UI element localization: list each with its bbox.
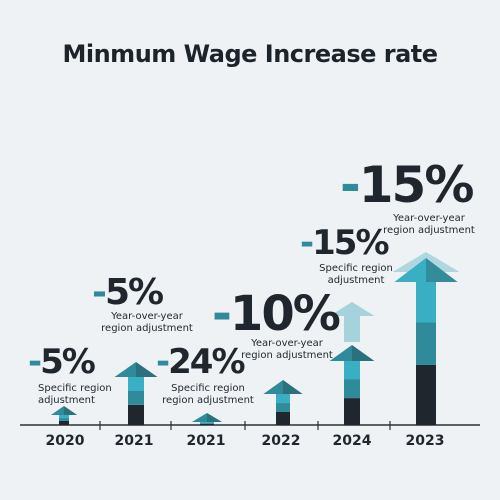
annotation-2023-line1: Year-over-year	[393, 213, 465, 224]
annotation-2020-line1: Specific region	[38, 383, 112, 394]
arrow-head-shade-2022	[283, 380, 303, 394]
value-label-2021-b: -24%	[156, 342, 246, 382]
annotation-2022-line2: region adjustment	[241, 350, 333, 361]
arrow-shaft-mid-2023	[416, 322, 436, 365]
arrow-shaft-top-2021	[128, 377, 144, 391]
annotation-2024-line2: adjustment	[327, 275, 385, 286]
arrow-shaft-mid-2024	[344, 378, 360, 399]
arrow-head-shade-2024	[352, 345, 375, 361]
arrow-shaft-base-2021	[128, 404, 144, 425]
arrow-shaft-mid-2022	[276, 402, 290, 412]
arrow-shaft-base-2023	[416, 364, 436, 425]
value-label-2020: -5%	[28, 342, 96, 382]
value-label-number: 5%	[40, 342, 96, 382]
value-label-number: 15%	[358, 156, 475, 214]
annotation-2021-b: Specific region region adjustment	[158, 383, 258, 407]
arrow-head-shade-2021	[136, 362, 158, 377]
value-label-2024: -15%	[300, 223, 390, 263]
value-label-2022: -10%	[212, 290, 341, 338]
arrow-head-2021	[114, 362, 158, 377]
arrow-shaft-top-2021	[200, 422, 214, 424]
value-label-number: 5%	[104, 272, 164, 313]
arrow-head-shade-2020	[64, 406, 78, 415]
tick-label-2021-b: 2021	[186, 433, 226, 449]
arrow-head-2021	[191, 413, 223, 422]
arrow-shaft-top-2020	[59, 415, 69, 419]
annotation-2024: Specific region adjustment	[306, 263, 406, 287]
value-label-number: 24%	[168, 342, 245, 382]
annotation-2021-b-line2: region adjustment	[162, 395, 254, 406]
arrow-shaft-top-2024	[344, 361, 360, 380]
annotation-2020-line2: adjustment	[38, 395, 95, 406]
annotation-2020: Specific region adjustment	[38, 383, 138, 407]
annotation-2021-a-line1: Year-over-year	[111, 311, 183, 322]
tick-label-2024: 2024	[332, 433, 372, 449]
arrow-shaft-base-2021	[200, 423, 214, 425]
tick-label-2023: 2023	[405, 433, 445, 449]
annotation-2023: Year-over-year region adjustment	[374, 213, 484, 237]
arrow-head-shade-2023	[426, 258, 458, 282]
value-label-sign: -	[92, 272, 107, 313]
arrow-head-shade-2021	[207, 413, 223, 422]
annotation-2023-line2: region adjustment	[383, 225, 475, 236]
value-label-number: 15%	[312, 223, 389, 263]
arrow-shaft-mid-2020	[59, 417, 69, 421]
tick-label-2022: 2022	[261, 433, 301, 449]
annotation-2024-line1: Specific region	[319, 263, 393, 274]
arrow-head-2022	[263, 380, 303, 394]
value-label-2021-a: -5%	[92, 272, 164, 313]
arrow-shaft-base-2022	[276, 411, 290, 425]
annotation-2021-a-line2: region adjustment	[101, 323, 193, 334]
arrow-shaft-base-2020	[59, 420, 69, 425]
arrow-head-2020	[50, 406, 78, 415]
annotation-2021-b-line1: Specific region	[171, 383, 245, 394]
value-label-sign: -	[156, 342, 170, 382]
arrow-head-2023	[394, 258, 458, 282]
tick-label-2020: 2020	[45, 433, 85, 449]
annotation-2022: Year-over-year region adjustment	[232, 338, 342, 362]
arrow-shaft-mid-2021	[128, 390, 144, 405]
chart-title: Minmum Wage Increase rate	[62, 40, 438, 68]
value-label-sign: -	[28, 342, 42, 382]
annotation-2021-a: Year-over-year region adjustment	[92, 311, 202, 335]
arrow-shaft-base-2024	[344, 398, 360, 425]
value-label-2023: -15%	[340, 160, 474, 210]
value-label-sign: -	[300, 223, 314, 263]
annotation-2022-line1: Year-over-year	[251, 338, 323, 349]
tick-label-2021-a: 2021	[114, 433, 154, 449]
value-label-sign: -	[212, 286, 232, 342]
arrow-ghost-2024	[329, 302, 375, 342]
arrow-shaft-top-2022	[276, 394, 290, 404]
arrow-shaft-top-2023	[416, 282, 436, 323]
arrow-head-2024	[329, 345, 375, 361]
value-label-sign: -	[340, 156, 361, 214]
value-label-number: 10%	[229, 286, 341, 342]
